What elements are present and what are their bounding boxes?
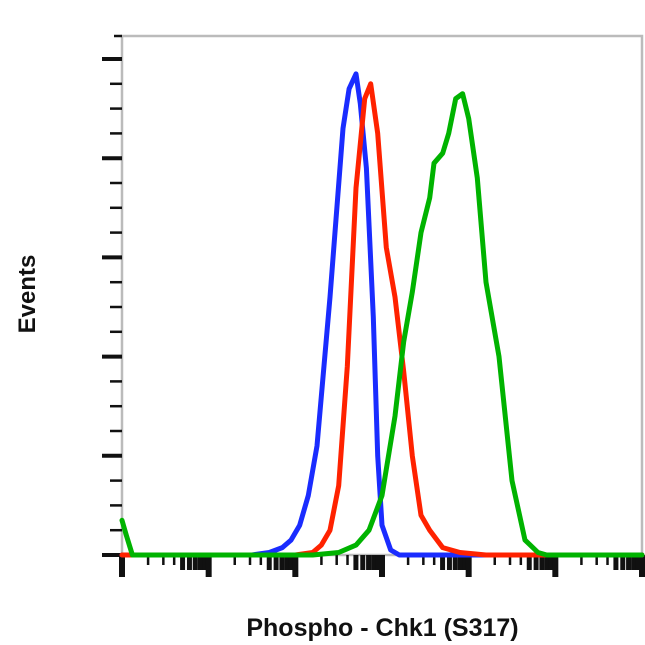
series-blue [119,71,645,558]
y-axis-ticks [102,34,122,557]
series-green [119,91,645,558]
series-red [119,81,645,558]
y-axis-label: Events [14,254,41,334]
x-axis-ticks [119,555,645,577]
x-axis-label: Phospho - Chk1 (S317) [246,614,519,642]
plot-frame [120,34,644,557]
data-series [119,71,645,558]
